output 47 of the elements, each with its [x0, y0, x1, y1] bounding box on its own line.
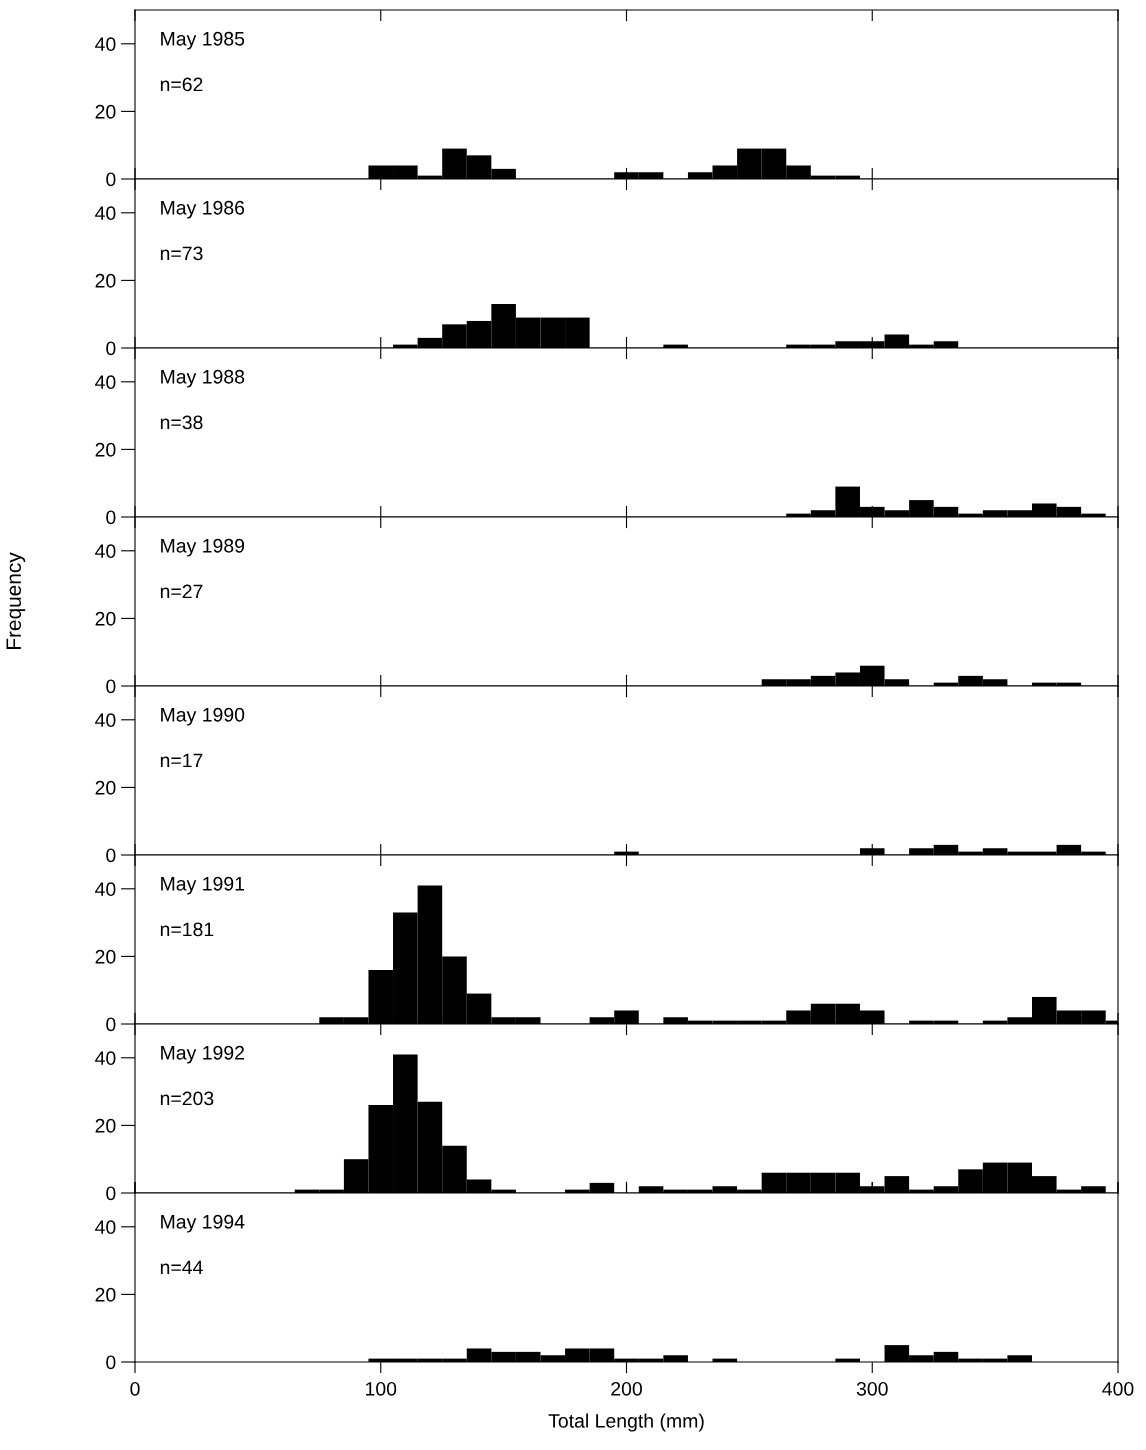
annotation: May 1988 — [161, 369, 245, 388]
annotation: May 1991 — [161, 876, 245, 895]
y-tick-label: 40 — [95, 1051, 116, 1066]
y-tick-label: 0 — [106, 1017, 116, 1032]
annotation: n=62 — [160, 77, 203, 92]
y-tick-label: 40 — [95, 37, 116, 52]
y-tick-label: 0 — [106, 848, 116, 863]
y-tick-label: 0 — [106, 172, 116, 187]
annotation: n=73 — [160, 246, 203, 261]
annotation: n=203 — [160, 1091, 214, 1106]
annotation: May 1994 — [161, 1214, 245, 1233]
y-tick-label: 20 — [95, 611, 116, 626]
y-tick-label: 40 — [95, 882, 116, 897]
y-axis-title: Frequency — [6, 552, 26, 649]
y-tick-label: 40 — [95, 1220, 116, 1235]
y-tick-label: 20 — [95, 780, 116, 795]
y-tick-label: 0 — [106, 1355, 116, 1370]
x-tick-label: 300 — [856, 1381, 888, 1396]
y-tick-label: 40 — [95, 206, 116, 221]
x-tick-label: 200 — [611, 1381, 642, 1396]
annotation: n=44 — [160, 1260, 203, 1275]
annotation: May 1985 — [161, 31, 245, 50]
y-tick-label: 0 — [106, 510, 116, 525]
y-tick-label: 20 — [95, 273, 116, 288]
y-tick-label: 20 — [95, 442, 116, 457]
y-tick-label: 0 — [106, 679, 116, 694]
y-tick-label: 20 — [95, 104, 116, 119]
annotation: n=38 — [160, 415, 203, 430]
annotation: May 1989 — [161, 538, 245, 557]
x-tick-label: 400 — [1102, 1381, 1134, 1396]
y-tick-label: 40 — [95, 713, 116, 728]
annotation: n=17 — [160, 753, 203, 768]
annotation: n=27 — [160, 584, 203, 599]
y-tick-label: 0 — [106, 1186, 116, 1201]
x-axis-title: Total Length (mm) — [548, 1413, 704, 1432]
y-tick-label: 20 — [95, 1287, 116, 1302]
y-tick-label: 0 — [106, 341, 116, 356]
x-tick-label: 0 — [130, 1381, 140, 1396]
y-tick-label: 40 — [95, 544, 116, 559]
y-tick-label: 20 — [95, 949, 116, 964]
annotation: May 1992 — [161, 1045, 244, 1064]
x-tick-label: 100 — [366, 1381, 397, 1396]
y-tick-label: 40 — [95, 375, 116, 390]
annotation: May 1990 — [161, 707, 245, 726]
annotation: May 1986 — [161, 200, 245, 219]
y-tick-label: 20 — [95, 1118, 116, 1133]
annotation: n=181 — [160, 922, 214, 937]
